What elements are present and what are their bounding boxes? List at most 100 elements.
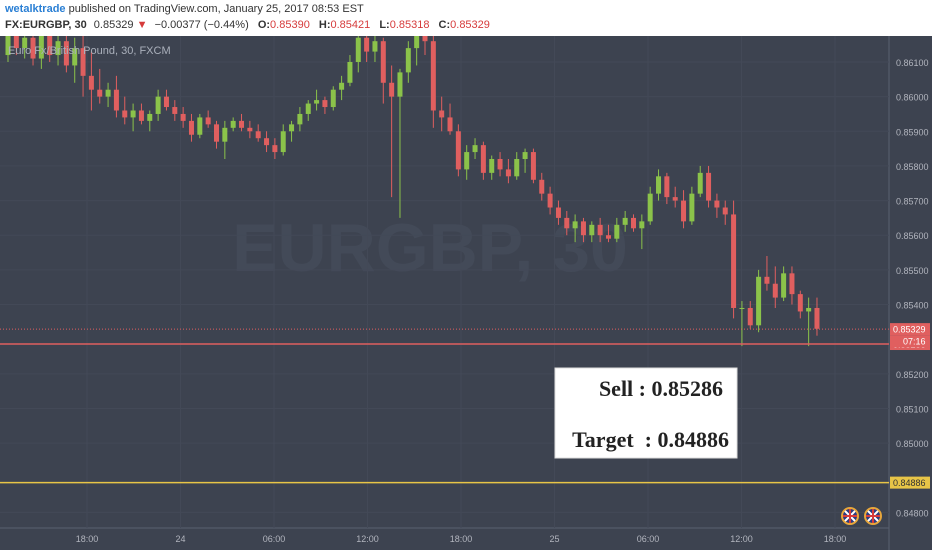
author-link[interactable]: wetalktrade (5, 3, 66, 15)
y-tick-label: 0.85000 (896, 439, 929, 449)
candle-body (505, 169, 511, 177)
candle (605, 224, 611, 243)
candle-body (681, 200, 687, 222)
candle (13, 36, 19, 56)
x-tick-label: 18:00 (76, 534, 99, 544)
candle (689, 186, 695, 225)
candle-body (397, 72, 403, 97)
candle (530, 148, 536, 184)
candle-body (772, 283, 778, 298)
candle (147, 110, 153, 132)
x-tick-label: 25 (549, 534, 559, 544)
candle (455, 124, 461, 177)
y-tick-label: 0.85200 (896, 370, 929, 380)
candle (197, 113, 203, 139)
candle-body (205, 117, 211, 125)
target-level-text: Target : 0.84886 (572, 427, 729, 452)
candle-body (580, 221, 586, 236)
candle (731, 200, 737, 319)
candle (681, 190, 687, 229)
x-tick-label: 18:00 (824, 534, 847, 544)
x-tick-label: 12:00 (356, 534, 379, 544)
candle-body (522, 152, 528, 159)
candle-body (672, 197, 678, 201)
candle (464, 145, 470, 180)
candle-body (280, 131, 286, 153)
candle (230, 117, 236, 132)
candle-body (222, 127, 228, 142)
candle (797, 290, 803, 319)
candle (72, 37, 78, 83)
candle-body (347, 61, 353, 83)
candle-body (305, 103, 311, 114)
candle-body (414, 36, 420, 49)
candle (639, 214, 645, 250)
candle (97, 68, 103, 104)
candle (88, 51, 94, 111)
candle-body (264, 138, 270, 146)
candle (63, 36, 69, 73)
sell-level-text: Sell : 0.85286 (599, 376, 723, 401)
candle-body (355, 37, 361, 62)
y-tick-label: 0.86100 (896, 58, 929, 68)
candle (589, 221, 595, 243)
candle (739, 301, 745, 347)
event-flag-icons[interactable] (841, 507, 882, 525)
candle-body (614, 224, 620, 239)
candle (255, 124, 261, 142)
candle (414, 36, 420, 66)
y-tick-label: 0.86000 (896, 93, 929, 103)
candle-body (514, 159, 520, 177)
candle-body (239, 120, 245, 128)
candle (180, 107, 186, 128)
bar-countdown-tag (890, 335, 930, 348)
y-tick-label: 0.85500 (896, 266, 929, 276)
candle (430, 36, 436, 128)
candle (55, 36, 61, 66)
candle (622, 210, 628, 232)
candle (22, 36, 28, 59)
candle (547, 186, 553, 215)
candle-body (656, 176, 662, 194)
close-value: 0.85329 (450, 19, 490, 31)
candle (372, 36, 378, 62)
candle-body (47, 36, 53, 56)
candle-body (714, 200, 720, 208)
candle (664, 172, 670, 205)
candle (355, 36, 361, 73)
candle-body (489, 159, 495, 173)
candle-body (55, 41, 61, 56)
candle (389, 65, 395, 198)
candle (364, 36, 370, 62)
candle (439, 96, 445, 132)
candle-body (622, 217, 628, 225)
candle-body (647, 193, 653, 222)
candle-body (539, 179, 545, 194)
candle (764, 256, 770, 291)
candle-body (314, 100, 320, 104)
candle-body (789, 273, 795, 295)
candle-body (689, 193, 695, 222)
candle (380, 37, 386, 104)
candle (714, 193, 720, 218)
candle (172, 100, 178, 121)
price-level-label: 0.84886 (893, 478, 926, 488)
x-tick-label: 06:00 (637, 534, 660, 544)
candle (747, 301, 753, 329)
candle-body (722, 207, 728, 215)
high-key: H: (318, 19, 331, 31)
candle-body (631, 217, 636, 229)
price-change: −0.00377 (−0.44%) (154, 19, 249, 31)
candle (597, 217, 603, 243)
candle (480, 141, 486, 180)
candle-body (13, 36, 19, 49)
candle-body (464, 152, 470, 170)
candle (572, 214, 578, 243)
y-tick-label: 0.85900 (896, 127, 929, 137)
candle-body (731, 214, 737, 308)
candle (489, 155, 495, 180)
price-level-label: 0.85329 (893, 325, 926, 335)
candle (497, 152, 503, 177)
uk-flag-st-george-icon (843, 509, 857, 523)
